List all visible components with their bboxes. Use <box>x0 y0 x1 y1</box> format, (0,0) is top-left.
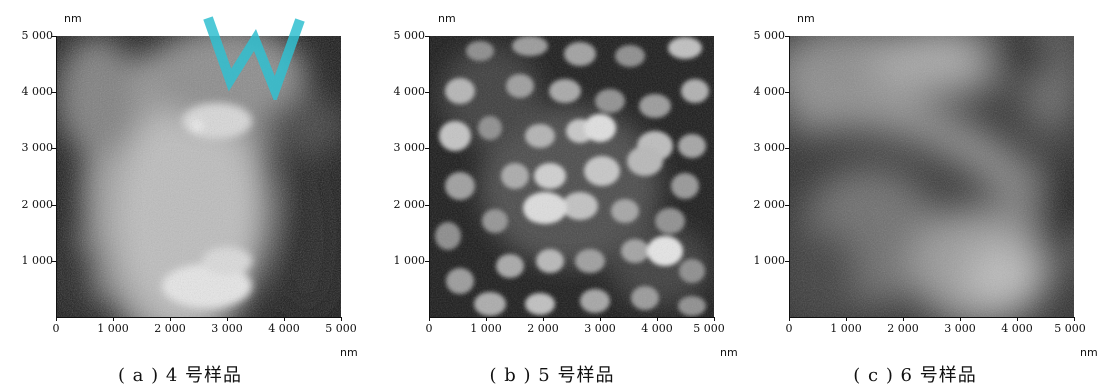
x-tick-label: 2 000 <box>527 322 559 335</box>
y-tick-label: 1 000 <box>21 254 54 267</box>
x-tick-mark <box>1017 317 1018 321</box>
x-tick-label: 5 000 <box>325 322 357 335</box>
x-tick-label: 1 000 <box>470 322 502 335</box>
x-tick-label: 4 000 <box>268 322 300 335</box>
y-axis <box>429 36 430 318</box>
x-tick-mark <box>113 317 114 321</box>
y-tick-mark <box>785 261 789 262</box>
x-axis <box>56 317 342 318</box>
x-tick-mark <box>429 317 430 321</box>
x-tick-mark <box>714 317 715 321</box>
x-tick-label: 2 000 <box>154 322 186 335</box>
x-tick-mark <box>903 317 904 321</box>
x-tick-mark <box>657 317 658 321</box>
y-tick-mark <box>425 36 429 37</box>
afm-image-sample-6 <box>790 36 1074 317</box>
y-tick-mark <box>52 148 56 149</box>
y-tick-mark <box>785 148 789 149</box>
x-tick-mark <box>486 317 487 321</box>
y-tick-mark <box>425 148 429 149</box>
y-tick-label: 1 000 <box>393 254 426 267</box>
x-tick-label: 2 000 <box>887 322 919 335</box>
x-tick-label: 4 000 <box>1001 322 1033 335</box>
x-tick-mark <box>170 317 171 321</box>
y-tick-label: 4 000 <box>21 85 54 98</box>
x-tick-mark <box>960 317 961 321</box>
x-tick-label: 3 000 <box>584 322 616 335</box>
x-tick-mark <box>1074 317 1075 321</box>
x-tick-label: 5 000 <box>1054 322 1086 335</box>
panel-c: nm 5 000 4 000 3 <box>735 0 1098 387</box>
panel-a: nm <box>0 0 360 387</box>
x-axis <box>789 317 1075 318</box>
x-tick-label: 3 000 <box>211 322 243 335</box>
afm-image-sample-4 <box>57 36 341 317</box>
y-axis <box>56 36 57 318</box>
x-unit-label: nm <box>720 346 738 359</box>
y-tick-mark <box>785 205 789 206</box>
x-tick-label: 4 000 <box>641 322 673 335</box>
x-tick-mark <box>846 317 847 321</box>
y-axis <box>789 36 790 318</box>
y-tick-mark <box>52 36 56 37</box>
y-tick-label: 5 000 <box>21 29 54 42</box>
caption-c: ( c ) 6 号样品 <box>853 365 977 386</box>
y-tick-mark <box>785 36 789 37</box>
y-tick-mark <box>425 261 429 262</box>
y-tick-mark <box>785 92 789 93</box>
y-tick-label: 2 000 <box>393 198 426 211</box>
y-tick-label: 3 000 <box>753 141 786 154</box>
x-tick-label: 0 <box>425 322 433 335</box>
y-tick-label: 2 000 <box>753 198 786 211</box>
afm-image-sample-5 <box>430 36 714 317</box>
y-unit-label: nm <box>438 12 456 25</box>
x-axis <box>429 317 715 318</box>
y-tick-label: 5 000 <box>753 29 786 42</box>
x-tick-mark <box>284 317 285 321</box>
y-tick-mark <box>425 205 429 206</box>
x-tick-mark <box>600 317 601 321</box>
x-tick-mark <box>543 317 544 321</box>
y-tick-mark <box>52 92 56 93</box>
x-tick-label: 0 <box>785 322 793 335</box>
x-tick-mark <box>227 317 228 321</box>
y-tick-mark <box>52 205 56 206</box>
y-tick-label: 1 000 <box>753 254 786 267</box>
caption-a: ( a ) 4 号样品 <box>117 365 243 386</box>
y-tick-mark <box>425 92 429 93</box>
panel-b: nm <box>372 0 738 387</box>
x-tick-label: 1 000 <box>830 322 862 335</box>
y-tick-label: 3 000 <box>21 141 54 154</box>
y-tick-label: 3 000 <box>393 141 426 154</box>
y-unit-label: nm <box>797 12 815 25</box>
x-unit-label: nm <box>1080 346 1098 359</box>
y-tick-label: 5 000 <box>393 29 426 42</box>
x-tick-label: 5 000 <box>693 322 725 335</box>
x-tick-mark <box>341 317 342 321</box>
x-tick-mark <box>789 317 790 321</box>
x-unit-label: nm <box>340 346 358 359</box>
x-tick-label: 1 000 <box>97 322 129 335</box>
y-tick-mark <box>52 261 56 262</box>
x-tick-mark <box>56 317 57 321</box>
y-unit-label: nm <box>64 12 82 25</box>
y-tick-label: 4 000 <box>753 85 786 98</box>
x-tick-label: 3 000 <box>944 322 976 335</box>
y-tick-label: 4 000 <box>393 85 426 98</box>
x-tick-label: 0 <box>52 322 60 335</box>
y-tick-label: 2 000 <box>21 198 54 211</box>
caption-b: ( b ) 5 号样品 <box>489 365 615 386</box>
